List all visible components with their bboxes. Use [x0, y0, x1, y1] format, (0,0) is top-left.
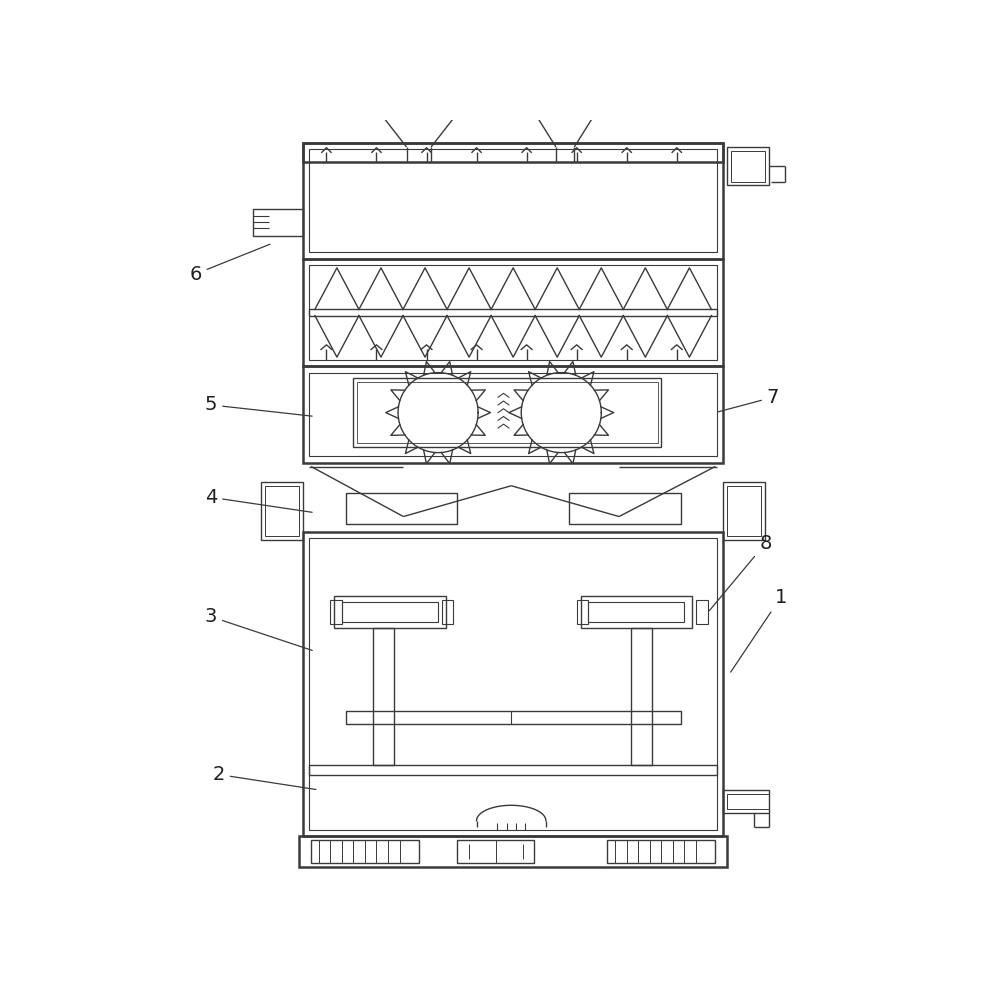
Bar [723, 482, 765, 540]
Bar [580, 596, 692, 628]
Bar [335, 596, 446, 628]
Bar [310, 149, 717, 252]
Text: 4: 4 [205, 488, 312, 512]
Bar [696, 600, 708, 624]
Bar [299, 836, 727, 867]
Bar [727, 794, 769, 809]
Text: 3: 3 [205, 607, 312, 650]
Bar [588, 602, 684, 622]
Bar [723, 790, 769, 813]
Bar [310, 765, 717, 774]
Bar [265, 486, 299, 536]
Bar [311, 840, 419, 863]
Bar [253, 209, 303, 235]
Bar [303, 143, 723, 162]
Text: 1: 1 [731, 588, 787, 672]
Bar [631, 628, 652, 765]
Bar [372, 628, 394, 765]
Bar [310, 309, 717, 316]
Bar [731, 151, 765, 182]
Bar [310, 373, 717, 456]
Text: 7: 7 [718, 388, 779, 412]
Bar [442, 600, 453, 624]
Bar [608, 840, 715, 863]
Bar [310, 265, 717, 360]
Bar [342, 602, 438, 622]
Bar [310, 538, 717, 830]
Bar [727, 147, 769, 185]
Bar [457, 840, 535, 863]
Bar [569, 493, 680, 524]
Bar [357, 382, 657, 443]
Bar [346, 711, 680, 724]
Bar [303, 532, 723, 836]
Text: 2: 2 [213, 765, 316, 789]
Bar [353, 378, 661, 447]
Bar [303, 143, 723, 259]
Text: 5: 5 [205, 395, 312, 416]
Bar [303, 259, 723, 366]
Text: 8: 8 [710, 534, 771, 611]
Bar [261, 482, 303, 540]
Bar [727, 486, 761, 536]
Bar [346, 493, 457, 524]
Bar [331, 600, 342, 624]
Text: 6: 6 [189, 244, 270, 284]
Bar [576, 600, 588, 624]
Bar [303, 366, 723, 463]
